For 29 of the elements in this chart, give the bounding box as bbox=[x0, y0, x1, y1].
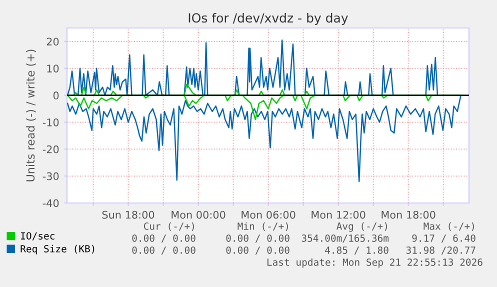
text: 9.17 / 6.40 bbox=[412, 234, 476, 243]
legend-label: IO/sec bbox=[21, 232, 54, 240]
x-tick-label: Mon 06:00 bbox=[242, 210, 296, 219]
y-tick-label: 0 bbox=[53, 92, 59, 100]
y-tick-label: 20 bbox=[46, 38, 59, 46]
y-tick-label: -40 bbox=[42, 199, 59, 208]
x-tick-label: Sun 18:00 bbox=[102, 210, 154, 219]
text: 0.00 / 0.00 bbox=[226, 234, 290, 243]
y-axis-title: Units read (-) / write (+) bbox=[26, 50, 36, 182]
y-tick-label: -20 bbox=[42, 145, 59, 154]
x-tick-label: Mon 18:00 bbox=[382, 210, 436, 219]
y-tick-label: -30 bbox=[42, 172, 59, 180]
y-tick-label: -10 bbox=[42, 118, 59, 126]
text: 0.00 / 0.00 bbox=[226, 246, 290, 255]
text: Max (-/+) bbox=[424, 222, 474, 231]
legend-label: Req Size (KB) bbox=[20, 244, 94, 254]
x-tick-label: Mon 12:00 bbox=[312, 210, 366, 219]
text: 0.00 / 0.00 bbox=[132, 234, 196, 243]
text: 4.85 / 1.80 bbox=[325, 246, 388, 255]
text: 0.00 / 0.00 bbox=[132, 246, 196, 255]
chart-title: IOs for /dev/xvdz - by day bbox=[188, 12, 348, 26]
text: 31.98 /20.77 bbox=[406, 246, 476, 255]
text: Min (-/+) bbox=[238, 222, 288, 231]
text: Last update: Mon Sep 21 22:55:13 2026 bbox=[267, 258, 482, 268]
y-tick-label: 10 bbox=[47, 64, 59, 72]
text: 354.00m/165.36m bbox=[302, 234, 389, 243]
x-tick-label: Mon 00:00 bbox=[172, 210, 226, 219]
text: Cur (-/+) bbox=[144, 222, 194, 231]
text: Avg (-/+) bbox=[336, 222, 387, 232]
